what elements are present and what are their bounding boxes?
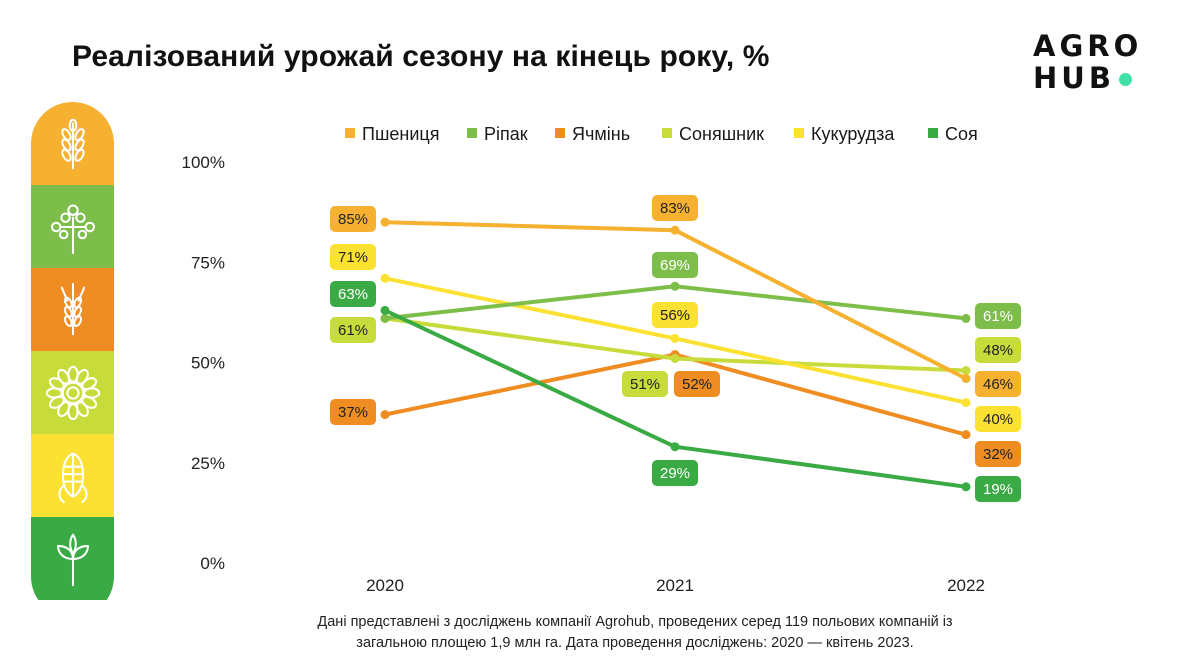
strip-cell-wheat: [31, 102, 114, 185]
strip-cell-corn: [31, 434, 114, 517]
data-point: [961, 430, 971, 440]
y-tick-label: 0%: [200, 554, 225, 573]
sunflower-icon: [45, 365, 100, 420]
legend-label: Соя: [945, 124, 978, 144]
data-label-box: [674, 371, 720, 397]
barley-icon: [60, 282, 85, 335]
legend-label: Пшениця: [362, 124, 439, 144]
data-label-box: [622, 371, 668, 397]
data-point: [380, 305, 390, 315]
data-label-box: [330, 244, 376, 270]
crop-icon-strip: [31, 102, 114, 618]
strip-cell-rapeseed: [31, 185, 114, 268]
rapeseed-icon: [50, 204, 95, 254]
data-label-box: [330, 281, 376, 307]
y-tick-label: 100%: [182, 153, 225, 172]
y-tick-label: 75%: [191, 253, 225, 272]
data-label-box: [975, 441, 1021, 467]
data-point: [670, 353, 680, 363]
logo-line-1: AGRO: [1033, 29, 1143, 63]
legend-label: Ріпак: [484, 124, 528, 144]
x-tick-label: 2021: [656, 576, 694, 595]
chart-title: Реалізований урожай сезону на кінець рок…: [72, 40, 770, 73]
data-label: 52%: [682, 376, 712, 393]
data-label-box: [330, 399, 376, 425]
legend-swatch: [345, 128, 355, 138]
y-tick-label: 25%: [191, 454, 225, 473]
legend-swatch: [928, 128, 938, 138]
data-label: 61%: [338, 322, 368, 339]
data-point: [961, 313, 971, 323]
data-label: 63%: [338, 286, 368, 303]
data-point: [380, 217, 390, 227]
legend-label: Ячмінь: [572, 124, 630, 144]
wheat-icon: [60, 118, 85, 169]
legend-swatch: [794, 128, 804, 138]
data-label: 37%: [338, 404, 368, 421]
data-label: 48%: [983, 342, 1013, 359]
logo-line-2-text: HUB: [1033, 61, 1115, 95]
source-note-line-2: загальною площею 1,9 млн га. Дата провед…: [356, 635, 914, 651]
line-chart: 0% 25% 50% 75% 100% 2020 2021 2022 Пшениця Ріпак Я…: [182, 124, 1021, 595]
data-label: 40%: [983, 411, 1013, 428]
legend-label: Кукурудза: [811, 124, 895, 144]
strip-cell-barley: [31, 268, 114, 351]
data-point: [670, 281, 680, 291]
data-label-box: [975, 476, 1021, 502]
data-point: [380, 313, 390, 323]
data-label: 56%: [660, 307, 690, 324]
data-label-box: [330, 317, 376, 343]
data-label-box: [652, 302, 698, 328]
corn-icon: [57, 452, 88, 503]
data-label-box: [975, 303, 1021, 329]
legend-swatch: [662, 128, 672, 138]
data-label: 32%: [983, 446, 1013, 463]
strip-cell-sunflower: [31, 351, 114, 434]
data-point: [961, 398, 971, 408]
agrohub-logo: AGRO HUB: [1033, 30, 1163, 94]
x-tick-label: 2020: [366, 576, 404, 595]
data-label-box: [652, 460, 698, 486]
data-label: 83%: [660, 200, 690, 217]
data-label-box: [975, 406, 1021, 432]
data-point: [670, 225, 680, 235]
x-tick-label: 2022: [947, 576, 985, 595]
data-point: [961, 482, 971, 492]
data-label-box: [652, 252, 698, 278]
data-label: 85%: [338, 211, 368, 228]
data-label: 61%: [983, 308, 1013, 325]
data-point: [961, 366, 971, 376]
data-point: [380, 410, 390, 420]
source-note-line-1: Дані представлені з досліджень компанії …: [317, 614, 953, 630]
strip-cell-soy-sprout: [31, 517, 114, 600]
logo-line-2: HUB: [1033, 62, 1163, 94]
soy-sprout-icon: [56, 533, 89, 586]
data-label: 69%: [660, 257, 690, 274]
legend-swatch: [467, 128, 477, 138]
y-tick-label: 50%: [191, 354, 225, 373]
data-point: [670, 442, 680, 452]
data-label: 51%: [630, 376, 660, 393]
data-label-box: [652, 195, 698, 221]
legend-swatch: [555, 128, 565, 138]
data-label-box: [975, 371, 1021, 397]
data-label: 46%: [983, 376, 1013, 393]
logo-dot: [1118, 73, 1132, 86]
data-label: 71%: [338, 249, 368, 266]
data-point: [380, 273, 390, 283]
data-label: 19%: [983, 481, 1013, 498]
source-note: Дані представлені з досліджень компанії …: [200, 612, 1070, 654]
data-point: [670, 333, 680, 343]
data-label-box: [330, 206, 376, 232]
data-label: 29%: [660, 465, 690, 482]
data-point: [961, 374, 971, 384]
legend-label: Соняшник: [679, 124, 764, 144]
data-label-box: [975, 337, 1021, 363]
